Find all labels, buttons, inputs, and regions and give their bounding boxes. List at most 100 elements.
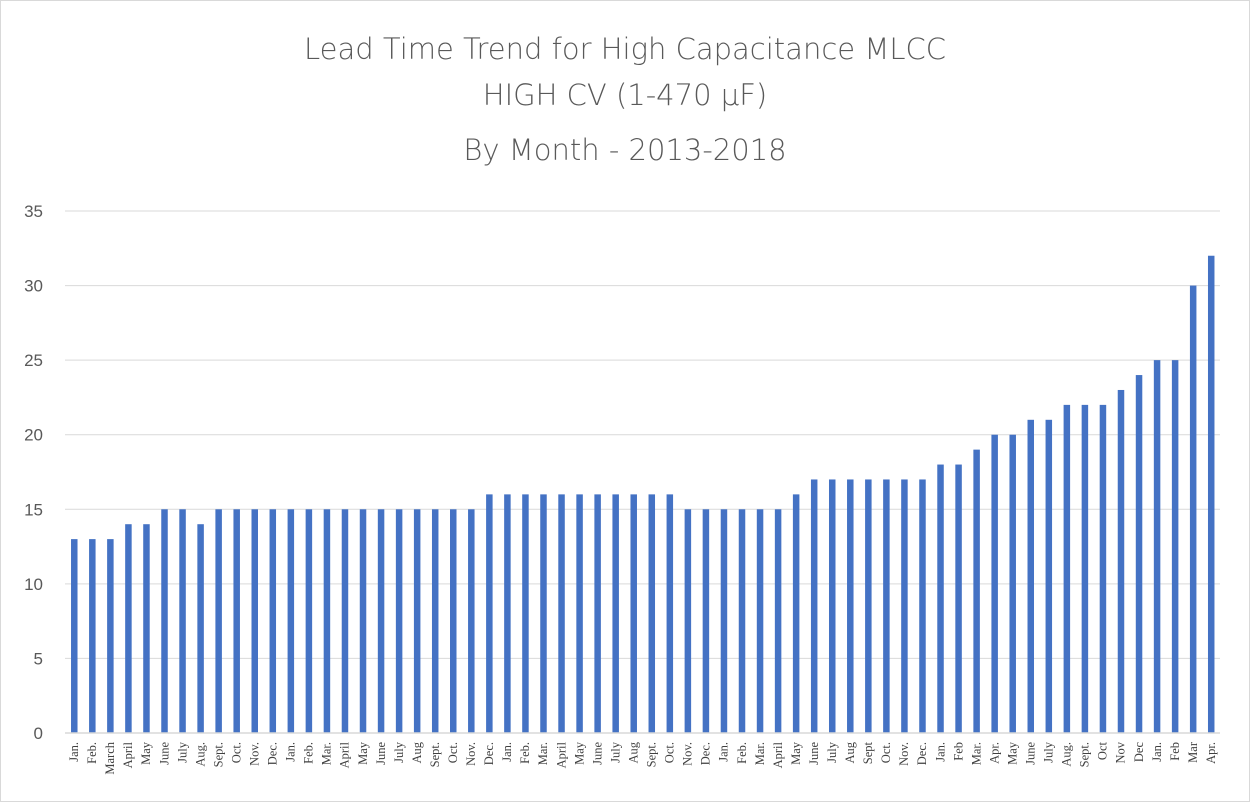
bar xyxy=(215,509,222,733)
x-tick-label: May xyxy=(572,741,586,765)
y-tick-label: 25 xyxy=(24,351,43,370)
x-tick-label: April xyxy=(338,741,352,768)
x-tick-label: Nov. xyxy=(681,742,695,766)
bar xyxy=(594,494,601,733)
x-tick-label: July xyxy=(1042,741,1056,763)
x-tick-label: Oct. xyxy=(663,742,677,763)
x-tick-label: Aug. xyxy=(1060,742,1074,767)
bar xyxy=(359,509,367,733)
x-tick-label: Feb. xyxy=(302,742,316,764)
bar xyxy=(1099,404,1107,733)
chart-title: Lead Time Trend for High Capacitance MLC… xyxy=(303,32,947,66)
bar xyxy=(1153,360,1161,733)
x-tick-label: Mar. xyxy=(320,742,334,765)
x-tick-label: Sept. xyxy=(211,742,225,767)
bar xyxy=(413,509,421,733)
bar xyxy=(828,479,836,733)
x-tick-label: April xyxy=(771,741,785,768)
bar xyxy=(1117,389,1125,733)
x-tick-label: Aug xyxy=(626,741,640,763)
x-tick-label: Jan. xyxy=(1150,742,1164,762)
bar xyxy=(847,479,854,733)
x-tick-label: Aug. xyxy=(193,742,207,767)
x-tick-label: Dec. xyxy=(266,742,280,765)
x-tick-label: Dec xyxy=(1132,742,1146,763)
bar xyxy=(738,509,746,733)
x-tick-label: June xyxy=(590,742,604,765)
bar xyxy=(504,494,511,733)
bar xyxy=(287,509,295,733)
x-tick-label: May xyxy=(356,741,370,765)
x-tick-label: Dec. xyxy=(699,742,713,765)
bar xyxy=(197,524,204,733)
x-tick-label: March xyxy=(103,741,117,774)
x-tick-label: July xyxy=(825,741,839,763)
bar xyxy=(919,479,926,733)
x-tick-label: Jan. xyxy=(67,742,81,762)
bar xyxy=(305,509,313,733)
x-tick-label: Aug xyxy=(843,741,857,763)
bar xyxy=(684,509,692,733)
x-tick-label: Oct. xyxy=(446,742,460,763)
bar xyxy=(143,524,150,733)
bar xyxy=(1189,285,1197,733)
bar xyxy=(323,509,331,733)
bar xyxy=(233,509,240,733)
y-tick-label: 15 xyxy=(24,500,43,519)
y-tick-label: 10 xyxy=(24,575,43,594)
bar xyxy=(486,494,493,733)
bar xyxy=(937,464,944,733)
x-tick-label: Aug xyxy=(410,741,424,763)
chart-subtitle: HIGH CV (1-470 µF) xyxy=(482,78,768,112)
bar xyxy=(251,509,258,733)
bar xyxy=(666,494,674,733)
bar xyxy=(1027,419,1035,733)
x-tick-label: July xyxy=(392,741,406,763)
x-tick-label: July xyxy=(175,741,189,763)
x-tick-label: Sept. xyxy=(1078,742,1092,767)
x-tick-label: Nov. xyxy=(464,742,478,766)
x-tick-label: June xyxy=(1024,742,1038,765)
x-tick-label: Apr. xyxy=(987,742,1001,764)
bar xyxy=(179,509,186,733)
bar xyxy=(377,509,385,733)
x-tick-label: Mar. xyxy=(969,742,983,765)
y-tick-label: 0 xyxy=(34,724,43,743)
x-tick-label: Feb xyxy=(1168,742,1182,761)
bar xyxy=(1207,255,1215,733)
bar xyxy=(540,494,547,733)
bar xyxy=(702,509,710,733)
bar xyxy=(576,494,583,733)
x-tick-label: Nov. xyxy=(897,742,911,766)
bar xyxy=(341,509,349,733)
bar xyxy=(161,509,168,733)
bar xyxy=(450,509,457,733)
x-tick-label: Dec. xyxy=(482,742,496,765)
x-tick-label: Sept xyxy=(861,741,875,764)
bar xyxy=(431,509,439,733)
chart-subtitle-period: By Month - 2013-2018 xyxy=(463,133,787,167)
bar xyxy=(792,494,800,733)
bar xyxy=(756,509,764,733)
bar xyxy=(1009,434,1016,733)
bar xyxy=(901,479,908,733)
bar xyxy=(125,524,132,733)
bar xyxy=(612,494,619,733)
x-tick-label: Jan. xyxy=(500,742,514,762)
x-tick-label: April xyxy=(121,741,135,768)
bar xyxy=(89,539,96,733)
x-tick-label: Nov. xyxy=(247,742,261,766)
x-tick-label: Dec. xyxy=(915,742,929,765)
bar xyxy=(955,464,962,733)
bar xyxy=(720,509,728,733)
x-tick-label: April xyxy=(554,741,568,768)
bar xyxy=(558,494,565,733)
bar xyxy=(395,509,403,733)
x-tick-label: June xyxy=(157,742,171,765)
x-tick-label: June xyxy=(374,742,388,765)
bar xyxy=(630,494,637,733)
x-tick-label: Oct. xyxy=(229,742,243,763)
bar xyxy=(1045,419,1053,733)
bar xyxy=(973,449,980,733)
